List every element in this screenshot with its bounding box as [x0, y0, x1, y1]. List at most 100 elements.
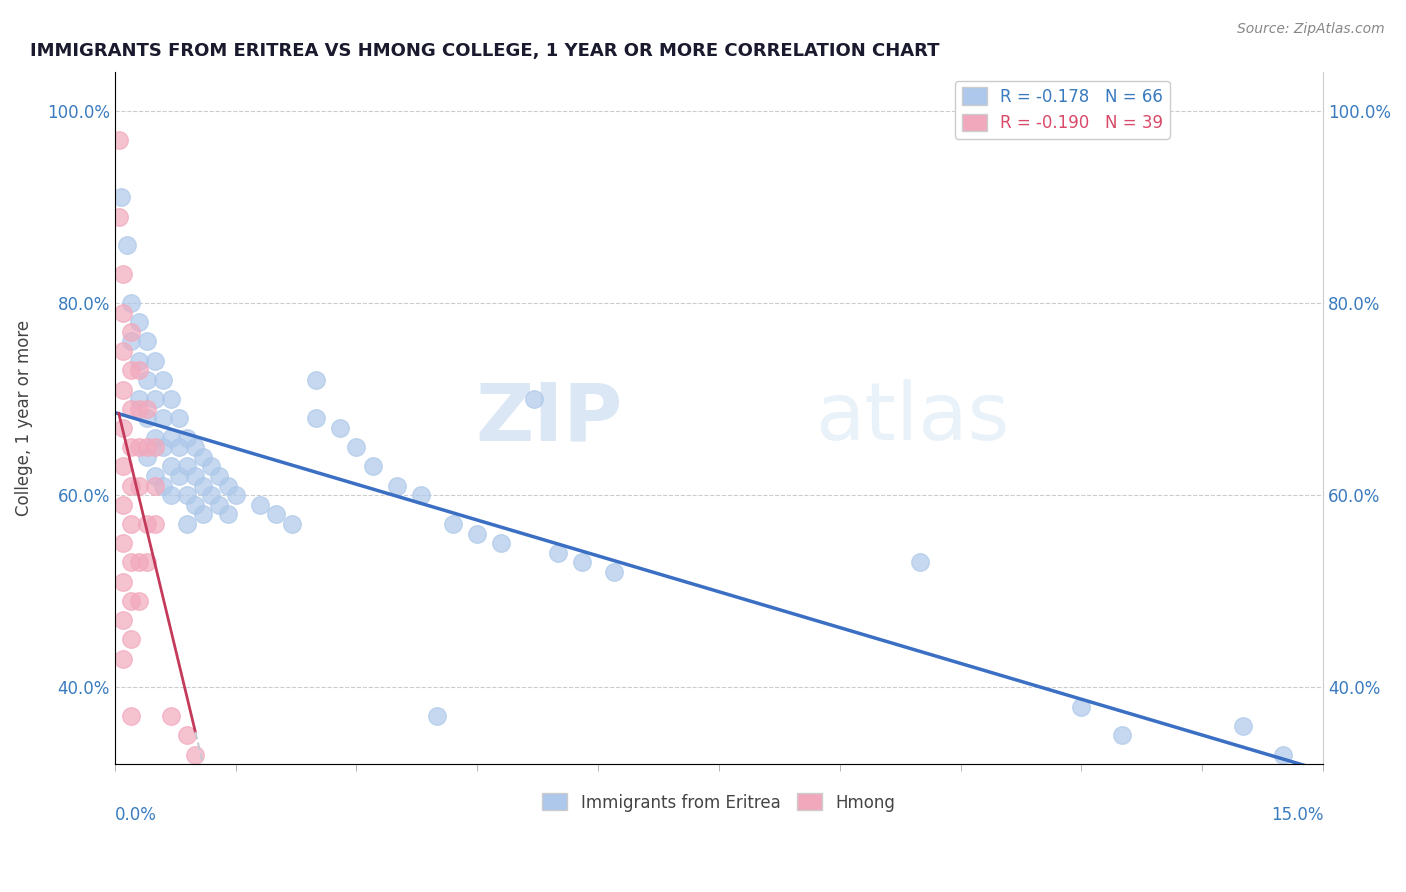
Point	[217, 478, 239, 492]
Point	[1111, 728, 1133, 742]
Point	[176, 728, 198, 742]
Point	[128, 478, 150, 492]
Point	[120, 440, 142, 454]
Point	[184, 498, 207, 512]
Point	[176, 431, 198, 445]
Point	[120, 632, 142, 647]
Point	[152, 440, 174, 454]
Point	[200, 488, 222, 502]
Point	[136, 440, 159, 454]
Point	[160, 459, 183, 474]
Point	[111, 574, 134, 589]
Point	[385, 478, 408, 492]
Legend: Immigrants from Eritrea, Hmong: Immigrants from Eritrea, Hmong	[536, 787, 903, 818]
Point	[143, 440, 166, 454]
Point	[193, 508, 215, 522]
Point	[143, 469, 166, 483]
Point	[111, 498, 134, 512]
Point	[111, 613, 134, 627]
Point	[128, 315, 150, 329]
Point	[120, 296, 142, 310]
Point	[136, 401, 159, 416]
Point	[111, 267, 134, 281]
Point	[264, 508, 287, 522]
Point	[128, 353, 150, 368]
Point	[603, 565, 626, 579]
Point	[1232, 719, 1254, 733]
Point	[160, 709, 183, 723]
Point	[111, 459, 134, 474]
Text: 0.0%: 0.0%	[115, 805, 156, 824]
Point	[160, 431, 183, 445]
Point	[107, 133, 129, 147]
Point	[136, 373, 159, 387]
Point	[329, 421, 352, 435]
Point	[176, 459, 198, 474]
Point	[128, 401, 150, 416]
Point	[184, 469, 207, 483]
Point	[184, 747, 207, 762]
Point	[1070, 699, 1092, 714]
Point	[176, 488, 198, 502]
Point	[115, 238, 138, 252]
Point	[167, 411, 190, 425]
Point	[305, 373, 328, 387]
Y-axis label: College, 1 year or more: College, 1 year or more	[15, 320, 32, 516]
Point	[217, 508, 239, 522]
Point	[305, 411, 328, 425]
Point	[120, 363, 142, 377]
Point	[120, 594, 142, 608]
Point	[249, 498, 271, 512]
Point	[120, 709, 142, 723]
Point	[491, 536, 513, 550]
Point	[120, 401, 142, 416]
Text: 15.0%: 15.0%	[1271, 805, 1323, 824]
Point	[571, 556, 593, 570]
Point	[143, 516, 166, 531]
Point	[208, 498, 231, 512]
Point	[110, 190, 132, 204]
Point	[111, 383, 134, 397]
Point	[547, 546, 569, 560]
Point	[128, 594, 150, 608]
Point	[193, 478, 215, 492]
Point	[184, 440, 207, 454]
Point	[167, 469, 190, 483]
Text: ZIP: ZIP	[475, 379, 623, 458]
Text: IMMIGRANTS FROM ERITREA VS HMONG COLLEGE, 1 YEAR OR MORE CORRELATION CHART: IMMIGRANTS FROM ERITREA VS HMONG COLLEGE…	[30, 42, 939, 60]
Point	[225, 488, 247, 502]
Point	[111, 536, 134, 550]
Point	[128, 440, 150, 454]
Point	[136, 334, 159, 349]
Point	[465, 526, 488, 541]
Point	[128, 363, 150, 377]
Point	[346, 440, 368, 454]
Point	[193, 450, 215, 464]
Point	[143, 392, 166, 406]
Point	[111, 651, 134, 665]
Point	[176, 516, 198, 531]
Point	[441, 516, 464, 531]
Point	[200, 459, 222, 474]
Point	[160, 392, 183, 406]
Point	[152, 373, 174, 387]
Point	[128, 392, 150, 406]
Point	[143, 478, 166, 492]
Point	[107, 210, 129, 224]
Point	[120, 556, 142, 570]
Point	[143, 353, 166, 368]
Point	[136, 556, 159, 570]
Point	[167, 440, 190, 454]
Point	[111, 344, 134, 359]
Point	[120, 516, 142, 531]
Point	[160, 488, 183, 502]
Point	[426, 709, 449, 723]
Point	[111, 306, 134, 320]
Point	[910, 556, 932, 570]
Point	[136, 516, 159, 531]
Text: Source: ZipAtlas.com: Source: ZipAtlas.com	[1237, 22, 1385, 37]
Point	[136, 450, 159, 464]
Text: atlas: atlas	[815, 379, 1010, 458]
Point	[143, 431, 166, 445]
Point	[128, 556, 150, 570]
